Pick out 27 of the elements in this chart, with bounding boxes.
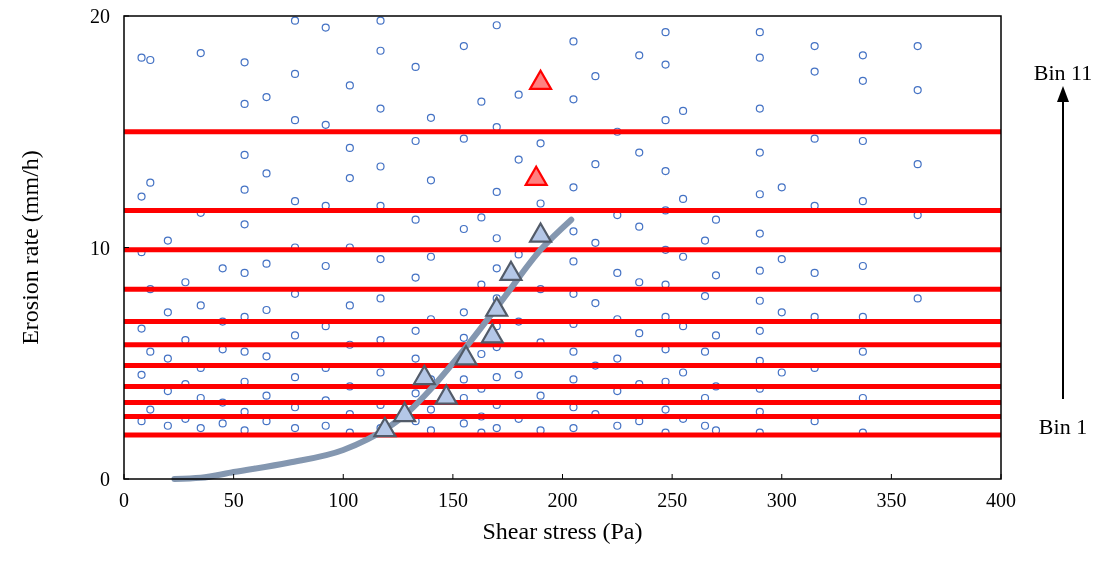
- x-tick-label: 400: [986, 489, 1016, 511]
- x-tick-label: 0: [119, 489, 129, 511]
- point: [454, 345, 478, 366]
- y-tick-label: 20: [90, 5, 110, 27]
- x-axis-title: Shear stress (Pa): [482, 518, 643, 544]
- y-tick-label: 10: [90, 236, 110, 259]
- point: [480, 323, 504, 344]
- point: [412, 364, 436, 386]
- text: Bin 11: [1033, 60, 1093, 85]
- point: [485, 296, 509, 317]
- x-tick-label: 100: [328, 489, 359, 511]
- point: [529, 222, 553, 243]
- x-tick-label: 250: [657, 489, 688, 511]
- text: Bin 1: [1038, 414, 1088, 439]
- x-tick-label: 300: [766, 489, 797, 511]
- x-tick-label: 150: [437, 489, 468, 511]
- x-tick-label: 350: [876, 489, 907, 511]
- point: [373, 416, 397, 438]
- point: [529, 69, 553, 90]
- point: [524, 165, 548, 187]
- y-tick-label: 0: [100, 468, 110, 490]
- point: [393, 401, 417, 423]
- x-tick-label: 200: [547, 489, 578, 511]
- y-axis-title: Erosion rate (mm/h): [17, 150, 43, 345]
- point: [499, 260, 523, 281]
- x-tick-label: 50: [223, 489, 244, 511]
- point: [434, 384, 458, 405]
